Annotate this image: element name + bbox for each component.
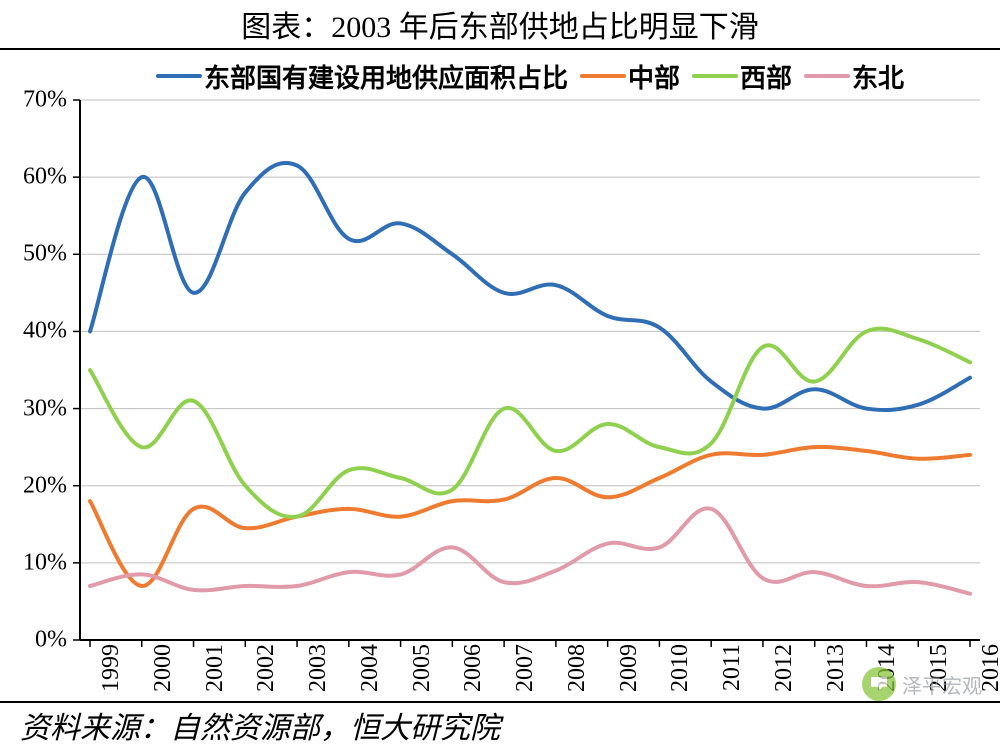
chart-title: 图表：2003 年后东部供地占比明显下滑: [241, 11, 759, 44]
chart-figure: 图表：2003 年后东部供地占比明显下滑 东部国有建设用地供应面积占比中部西部东…: [0, 0, 1000, 749]
x-tick-label: 2001: [202, 644, 229, 692]
x-tick-label: 2012: [771, 644, 798, 692]
y-tick-label: 60%: [23, 164, 67, 191]
series-line-east: [90, 163, 970, 410]
x-tick-label: 2008: [564, 644, 591, 692]
series-line-northeast: [90, 508, 970, 593]
chart-svg: [80, 100, 980, 640]
watermark-text: 泽平宏观: [902, 670, 982, 699]
source-text: 资料来源：自然资源部，恒大研究院: [20, 712, 500, 745]
legend-item-east: 东部国有建设用地供应面积占比: [156, 58, 568, 95]
legend-swatch-northeast: [804, 74, 850, 78]
legend-swatch-central: [580, 74, 626, 78]
x-tick-label: 2009: [616, 644, 643, 692]
legend-label-central: 中部: [628, 58, 680, 95]
y-axis-labels: 0%10%20%30%40%50%60%70%: [0, 100, 75, 640]
y-tick-label: 50%: [23, 241, 67, 268]
y-tick-label: 10%: [23, 549, 67, 576]
legend-item-central: 中部: [580, 58, 680, 95]
x-tick-label: 2002: [253, 644, 280, 692]
series-line-central: [90, 447, 970, 586]
legend-swatch-east: [156, 74, 202, 78]
legend-item-northeast: 东北: [804, 58, 904, 95]
y-tick-label: 0%: [35, 627, 67, 654]
x-tick-label: 2011: [719, 644, 746, 691]
x-tick-label: 2005: [409, 644, 436, 692]
legend-item-west: 西部: [692, 58, 792, 95]
source-line: 资料来源：自然资源部，恒大研究院: [0, 701, 1000, 747]
chart-title-bar: 图表：2003 年后东部供地占比明显下滑: [0, 2, 1000, 50]
x-tick-label: 2003: [305, 644, 332, 692]
x-tick-label: 2000: [150, 644, 177, 692]
y-tick-label: 70%: [23, 87, 67, 114]
x-tick-label: 2004: [357, 644, 384, 692]
y-tick-label: 30%: [23, 395, 67, 422]
legend-label-east: 东部国有建设用地供应面积占比: [204, 58, 568, 95]
watermark: 泽平宏观: [862, 667, 982, 701]
wechat-icon: [862, 667, 896, 701]
plot-area: [80, 100, 980, 640]
legend-label-west: 西部: [740, 58, 792, 95]
x-tick-label: 2007: [512, 644, 539, 692]
y-tick-label: 20%: [23, 472, 67, 499]
chart-legend: 东部国有建设用地供应面积占比 中部 西部 东北: [80, 56, 980, 96]
legend-label-northeast: 东北: [852, 58, 904, 95]
x-axis-labels: 1999 2000 2001 2002 2003 2004 2005 2006 2007 2008…: [80, 642, 980, 702]
x-tick-label: 1999: [98, 644, 125, 692]
y-tick-label: 40%: [23, 318, 67, 345]
x-tick-label: 2010: [667, 644, 694, 692]
x-tick-label: 2006: [460, 644, 487, 692]
x-tick-label: 2013: [823, 644, 850, 692]
legend-swatch-west: [692, 74, 738, 78]
